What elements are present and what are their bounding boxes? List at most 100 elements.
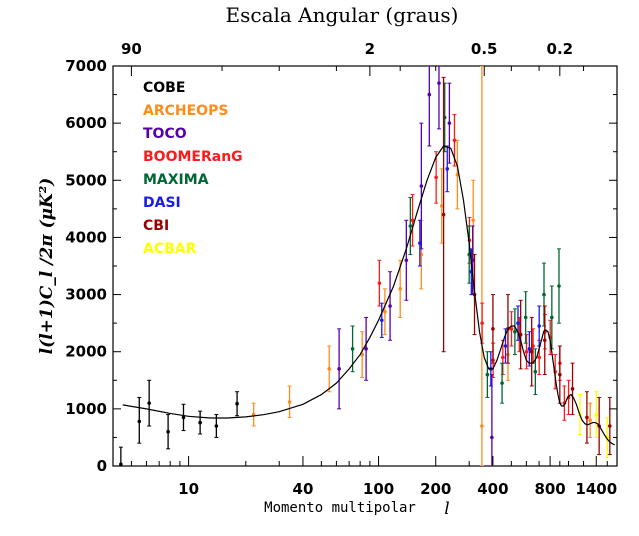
data-point: [558, 372, 562, 377]
y-axis-label: l(l+1)C_l /2π (μK²): [37, 178, 57, 355]
data-point: [388, 304, 392, 308]
data-point: [480, 321, 484, 325]
data-point: [166, 429, 170, 434]
model-curve: [122, 145, 615, 446]
data-point: [398, 287, 402, 291]
data-point: [518, 332, 523, 337]
data-point: [570, 387, 575, 391]
data-point: [509, 327, 514, 331]
data-point: [434, 175, 438, 180]
y-tick-label: 7000: [65, 57, 107, 75]
data-point: [523, 315, 528, 320]
x-tick-label: 800: [534, 480, 565, 498]
data-point: [147, 401, 151, 405]
data-point: [404, 258, 409, 263]
data-point: [350, 347, 355, 351]
data-point: [594, 412, 599, 417]
data-point: [408, 224, 413, 228]
x-axis-symbol: l: [444, 499, 449, 519]
data-point: [119, 462, 123, 466]
y-tick-label: 4000: [65, 228, 107, 246]
x-tick-label: 400: [477, 480, 508, 498]
legend-item: MAXIMA: [143, 172, 209, 188]
data-point: [529, 349, 534, 354]
plot-inner: [118, 66, 615, 466]
y-tick-label: 0: [97, 457, 107, 475]
y-axis: 0 1000 2000 3000 4000 5000 6000 7000: [65, 57, 617, 475]
series-acbar: [578, 391, 610, 458]
legend-item: ARCHEOPS: [143, 103, 228, 119]
data-point: [181, 415, 186, 420]
top-tick-label: 0.5: [471, 40, 498, 58]
y-tick-label: 3000: [65, 286, 107, 304]
x-axis-title: Momento multipolar l: [264, 499, 450, 519]
x-tick-label: 1400: [575, 480, 617, 498]
series-toco: [337, 66, 494, 466]
data-point: [542, 292, 546, 297]
data-point: [503, 344, 508, 348]
data-point: [452, 138, 457, 143]
y-tick-label: 2000: [65, 343, 107, 361]
data-point: [418, 241, 422, 245]
data-point: [537, 355, 542, 360]
top-axis: 90 2 0.5 0.2: [121, 40, 585, 76]
plot-frame: [112, 65, 618, 467]
data-point: [198, 420, 202, 425]
legend-item: ACBAR: [143, 241, 197, 257]
data-point: [485, 372, 490, 377]
data-point: [501, 355, 505, 360]
data-point: [419, 184, 424, 188]
x-tick-label: 200: [420, 480, 451, 498]
x-tick-label: 40: [293, 480, 314, 498]
data-point: [287, 400, 292, 404]
legend-item: TOCO: [143, 126, 187, 142]
data-point: [500, 381, 504, 385]
data-point: [537, 324, 542, 328]
data-point: [364, 347, 368, 351]
x-axis: 10 40 100 200 400 800 1400: [130, 456, 617, 498]
top-tick-label: 2: [365, 40, 375, 58]
data-point: [588, 418, 592, 423]
data-point: [490, 435, 494, 440]
legend-item: CBI: [143, 218, 169, 234]
data-point: [377, 281, 382, 285]
y-tick-label: 6000: [65, 114, 107, 132]
legend-item: COBE: [143, 80, 185, 96]
x-tick-label: 100: [363, 480, 394, 498]
data-point: [235, 401, 239, 406]
data-point: [327, 367, 332, 371]
data-point: [480, 424, 484, 428]
data-point: [410, 218, 415, 223]
y-tick-label: 1000: [65, 400, 107, 418]
data-point: [608, 424, 612, 428]
series-cobe: [118, 379, 240, 466]
data-point: [585, 415, 589, 420]
data-point: [447, 121, 452, 125]
legend: COBE ARCHEOPS TOCO BOOMERanG MAXIMA DASI CBI AC…: [143, 80, 243, 257]
data-point: [214, 424, 219, 428]
top-tick-label: 0.2: [547, 40, 574, 58]
data-point: [445, 167, 450, 171]
top-tick-label: 90: [121, 40, 142, 58]
data-point: [441, 212, 446, 217]
data-point: [550, 315, 554, 320]
data-point: [137, 419, 142, 424]
data-point: [516, 321, 520, 325]
data-point: [337, 367, 341, 371]
x-axis-label: Momento multipolar: [264, 500, 416, 516]
data-point: [533, 369, 538, 374]
data-point: [379, 318, 384, 323]
data-point: [557, 284, 561, 288]
data-point: [491, 327, 495, 331]
data-point: [524, 349, 529, 354]
legend-item: BOOMERanG: [143, 149, 243, 165]
legend-item: DASI: [143, 195, 181, 211]
plot-area: [118, 66, 615, 466]
data-point: [383, 309, 387, 314]
data-point: [513, 329, 517, 334]
x-tick-label: 10: [178, 480, 199, 498]
data-point: [542, 338, 547, 343]
data-point: [527, 347, 532, 351]
data-point: [439, 204, 444, 208]
